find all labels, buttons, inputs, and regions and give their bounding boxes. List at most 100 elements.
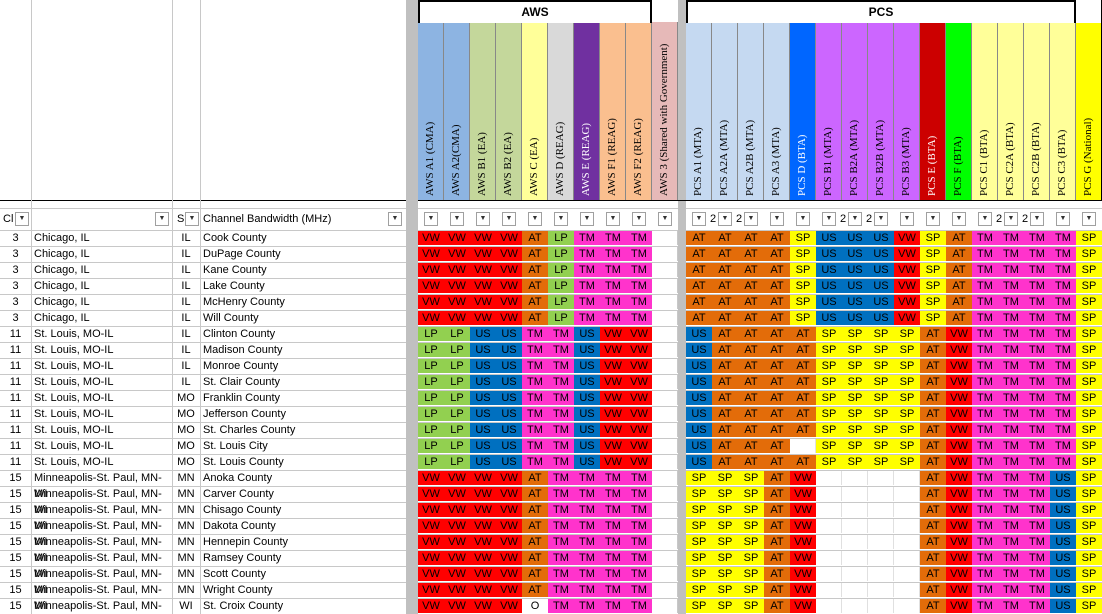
carrier-cell[interactable]: AT [738, 231, 764, 245]
carrier-cell[interactable]: AT [686, 279, 712, 293]
carrier-cell[interactable]: LP [418, 343, 444, 357]
carrier-cell[interactable]: SP [738, 599, 764, 613]
carrier-cell[interactable]: SP [1076, 567, 1102, 581]
filter-dropdown-c[interactable]: ▼ [185, 212, 199, 226]
carrier-cell[interactable]: TM [626, 567, 652, 581]
carrier-cell[interactable]: AT [764, 375, 790, 389]
carrier-cell[interactable]: VW [418, 599, 444, 613]
carrier-cell[interactable]: AT [790, 375, 816, 389]
carrier-cell[interactable]: US [1050, 471, 1076, 485]
carrier-cell[interactable]: US [686, 343, 712, 357]
carrier-cell[interactable]: AT [946, 231, 972, 245]
carrier-cell[interactable]: AT [920, 535, 946, 549]
carrier-cell[interactable]: TM [998, 295, 1024, 309]
carrier-cell[interactable]: VW [418, 535, 444, 549]
carrier-cell[interactable]: US [686, 375, 712, 389]
carrier-cell[interactable]: LP [548, 263, 574, 277]
carrier-cell[interactable] [894, 551, 920, 565]
carrier-cell[interactable]: AT [764, 471, 790, 485]
header-col-23[interactable]: PCS C2A (BTA) [998, 23, 1024, 200]
filter-dropdown-col-26[interactable]: ▼ [1082, 212, 1096, 226]
carrier-cell[interactable]: VW [626, 439, 652, 453]
carrier-cell[interactable]: LP [548, 311, 574, 325]
carrier-cell[interactable]: TM [972, 519, 998, 533]
carrier-cell[interactable]: SP [686, 599, 712, 613]
carrier-cell[interactable]: VW [600, 327, 626, 341]
filter-dropdown-col-5[interactable]: ▼ [528, 212, 542, 226]
carrier-cell[interactable]: VW [600, 375, 626, 389]
header-col-14[interactable]: PCS A3 (MTA) [764, 23, 790, 200]
carrier-cell[interactable]: US [686, 391, 712, 405]
filter-dropdown-col-16[interactable]: ▼ [822, 212, 836, 226]
carrier-cell[interactable]: AT [522, 247, 548, 261]
carrier-cell[interactable]: VW [894, 247, 920, 261]
carrier-cell[interactable]: SP [1076, 247, 1102, 261]
carrier-cell[interactable]: AT [920, 551, 946, 565]
carrier-cell[interactable]: TM [574, 551, 600, 565]
carrier-cell[interactable]: TM [998, 375, 1024, 389]
carrier-cell[interactable]: SP [1076, 583, 1102, 597]
carrier-cell[interactable]: SP [1076, 599, 1102, 613]
carrier-cell[interactable]: AT [686, 263, 712, 277]
carrier-cell[interactable] [868, 551, 894, 565]
carrier-cell[interactable]: VW [626, 455, 652, 469]
carrier-cell[interactable]: SP [1076, 359, 1102, 373]
carrier-cell[interactable]: TM [574, 231, 600, 245]
carrier-cell[interactable]: TM [548, 487, 574, 501]
carrier-cell[interactable]: TM [1050, 311, 1076, 325]
carrier-cell[interactable]: VW [946, 503, 972, 517]
carrier-cell[interactable]: TM [972, 391, 998, 405]
carrier-cell[interactable]: SP [790, 263, 816, 277]
carrier-cell[interactable]: VW [496, 263, 522, 277]
carrier-cell[interactable]: TM [600, 599, 626, 613]
carrier-cell[interactable]: LP [418, 375, 444, 389]
carrier-cell[interactable] [842, 487, 868, 501]
carrier-cell[interactable]: AT [522, 279, 548, 293]
carrier-cell[interactable]: US [816, 231, 842, 245]
carrier-cell[interactable] [868, 503, 894, 517]
carrier-cell[interactable]: SP [842, 407, 868, 421]
carrier-cell[interactable]: SP [816, 391, 842, 405]
header-col-12[interactable]: PCS A2A (MTA) [712, 23, 738, 200]
carrier-cell[interactable]: US [470, 359, 496, 373]
carrier-cell[interactable]: VW [946, 567, 972, 581]
carrier-cell[interactable]: TM [1024, 407, 1050, 421]
carrier-cell[interactable]: VW [946, 343, 972, 357]
carrier-cell[interactable]: SP [1076, 535, 1102, 549]
carrier-cell[interactable]: TM [574, 567, 600, 581]
carrier-cell[interactable]: AT [738, 407, 764, 421]
carrier-cell[interactable]: AT [712, 423, 738, 437]
carrier-cell[interactable]: AT [712, 327, 738, 341]
carrier-cell[interactable]: TM [1024, 343, 1050, 357]
carrier-cell[interactable]: SP [686, 535, 712, 549]
carrier-cell[interactable]: TM [1050, 295, 1076, 309]
carrier-cell[interactable]: TM [522, 439, 548, 453]
carrier-cell[interactable]: US [496, 327, 522, 341]
carrier-cell[interactable]: AT [738, 375, 764, 389]
filter-dropdown-col-18[interactable]: ▼ [874, 212, 888, 226]
carrier-cell[interactable]: VW [418, 503, 444, 517]
carrier-cell[interactable]: VW [418, 519, 444, 533]
carrier-cell[interactable]: LP [548, 231, 574, 245]
carrier-cell[interactable]: VW [626, 391, 652, 405]
carrier-cell[interactable]: VW [790, 535, 816, 549]
carrier-cell[interactable]: LP [418, 407, 444, 421]
carrier-cell[interactable]: SP [920, 279, 946, 293]
filter-dropdown-col-11[interactable]: ▼ [692, 212, 706, 226]
carrier-cell[interactable]: VW [418, 551, 444, 565]
carrier-cell[interactable]: VW [946, 599, 972, 613]
carrier-cell[interactable]: AT [522, 535, 548, 549]
carrier-cell[interactable]: US [574, 327, 600, 341]
carrier-cell[interactable]: TM [998, 535, 1024, 549]
filter-dropdown-col-7[interactable]: ▼ [580, 212, 594, 226]
carrier-cell[interactable]: VW [444, 279, 470, 293]
carrier-cell[interactable]: LP [548, 295, 574, 309]
carrier-cell[interactable]: TM [1024, 391, 1050, 405]
header-col-4[interactable]: AWS B2 (EA) [496, 23, 522, 200]
carrier-cell[interactable]: TM [626, 247, 652, 261]
carrier-cell[interactable]: TM [548, 567, 574, 581]
carrier-cell[interactable]: SP [1076, 455, 1102, 469]
carrier-cell[interactable]: VW [418, 295, 444, 309]
carrier-cell[interactable]: TM [548, 359, 574, 373]
carrier-cell[interactable]: TM [972, 487, 998, 501]
